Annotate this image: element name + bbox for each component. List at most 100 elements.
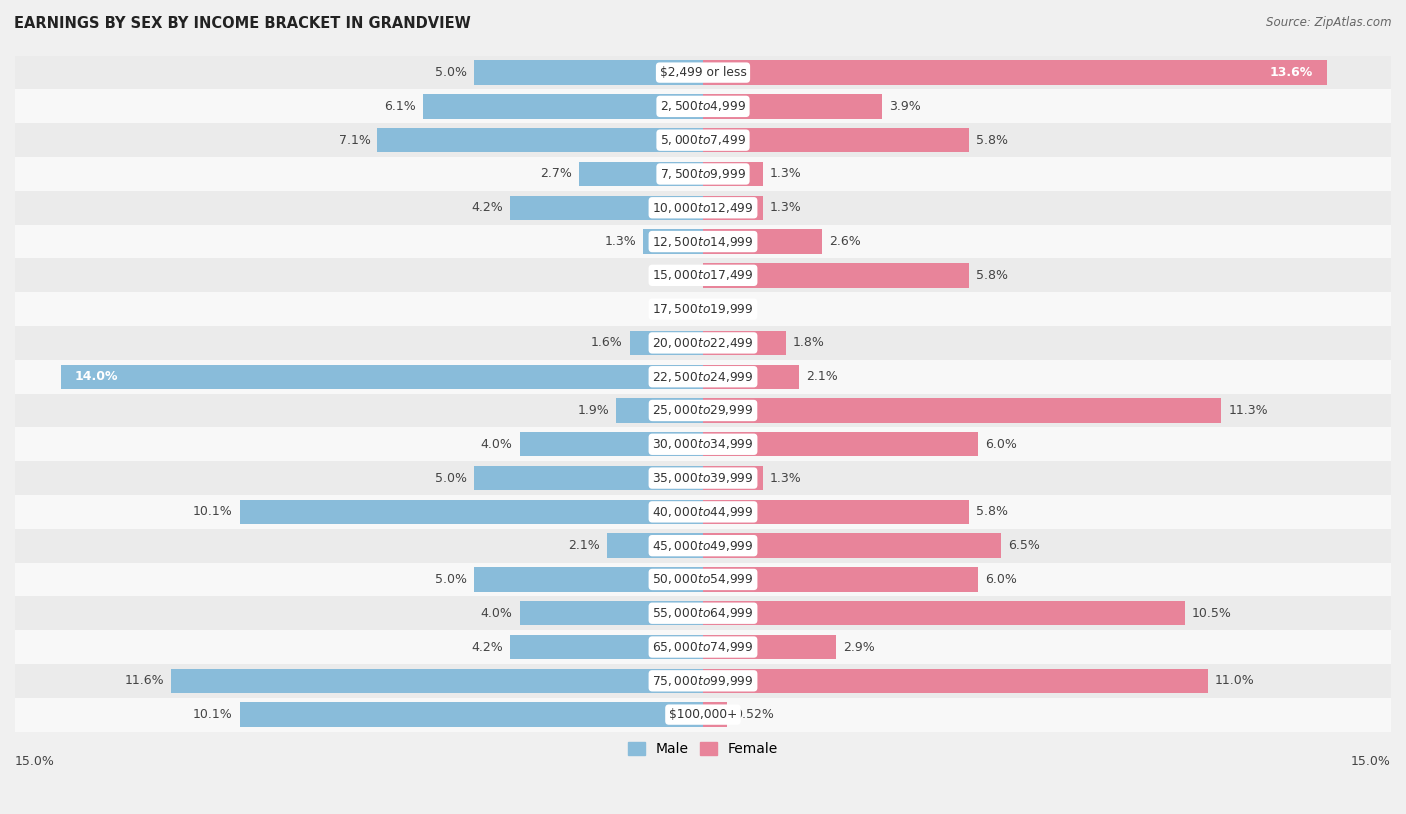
- Bar: [240, 500, 703, 524]
- Bar: [606, 533, 703, 558]
- Text: $65,000 to $74,999: $65,000 to $74,999: [652, 640, 754, 654]
- Text: $45,000 to $49,999: $45,000 to $49,999: [652, 539, 754, 553]
- Bar: [703, 702, 727, 727]
- Text: 6.1%: 6.1%: [385, 100, 416, 113]
- Text: $5,000 to $7,499: $5,000 to $7,499: [659, 133, 747, 147]
- Text: $15,000 to $17,499: $15,000 to $17,499: [652, 269, 754, 282]
- Text: 1.8%: 1.8%: [793, 336, 824, 349]
- Bar: [172, 668, 703, 693]
- Bar: [703, 60, 1327, 85]
- Text: 5.0%: 5.0%: [434, 471, 467, 484]
- Text: 4.2%: 4.2%: [472, 641, 503, 654]
- Bar: [703, 432, 979, 457]
- Bar: [474, 466, 703, 490]
- Text: 6.0%: 6.0%: [986, 573, 1017, 586]
- Text: 15.0%: 15.0%: [1351, 755, 1391, 768]
- Bar: [15, 258, 1391, 292]
- Text: 4.2%: 4.2%: [472, 201, 503, 214]
- Bar: [15, 562, 1391, 597]
- Bar: [703, 398, 1222, 422]
- Text: 4.0%: 4.0%: [481, 606, 513, 619]
- Text: $12,500 to $14,999: $12,500 to $14,999: [652, 234, 754, 248]
- Bar: [15, 292, 1391, 326]
- Text: 5.0%: 5.0%: [434, 66, 467, 79]
- Text: 6.5%: 6.5%: [1008, 539, 1040, 552]
- Text: $7,500 to $9,999: $7,500 to $9,999: [659, 167, 747, 181]
- Bar: [15, 123, 1391, 157]
- Text: 10.1%: 10.1%: [193, 505, 233, 519]
- Bar: [510, 635, 703, 659]
- Text: Source: ZipAtlas.com: Source: ZipAtlas.com: [1267, 16, 1392, 29]
- Text: EARNINGS BY SEX BY INCOME BRACKET IN GRANDVIEW: EARNINGS BY SEX BY INCOME BRACKET IN GRA…: [14, 16, 471, 31]
- Bar: [377, 128, 703, 152]
- Text: 13.6%: 13.6%: [1270, 66, 1313, 79]
- Text: $22,500 to $24,999: $22,500 to $24,999: [652, 370, 754, 383]
- Text: 5.8%: 5.8%: [976, 505, 1008, 519]
- Text: 2.1%: 2.1%: [806, 370, 838, 383]
- Bar: [15, 157, 1391, 190]
- Bar: [474, 60, 703, 85]
- Text: 1.3%: 1.3%: [769, 471, 801, 484]
- Text: 10.1%: 10.1%: [193, 708, 233, 721]
- Text: 2.9%: 2.9%: [842, 641, 875, 654]
- Bar: [703, 128, 969, 152]
- Text: 2.7%: 2.7%: [540, 168, 572, 181]
- Legend: Male, Female: Male, Female: [623, 737, 783, 762]
- Text: $20,000 to $22,499: $20,000 to $22,499: [652, 336, 754, 350]
- Bar: [15, 190, 1391, 225]
- Bar: [703, 533, 1001, 558]
- Bar: [520, 432, 703, 457]
- Bar: [15, 225, 1391, 258]
- Text: 0.0%: 0.0%: [664, 269, 696, 282]
- Bar: [15, 495, 1391, 529]
- Bar: [703, 162, 762, 186]
- Text: 0.0%: 0.0%: [664, 303, 696, 316]
- Text: 5.0%: 5.0%: [434, 573, 467, 586]
- Text: $10,000 to $12,499: $10,000 to $12,499: [652, 201, 754, 215]
- Bar: [15, 698, 1391, 732]
- Bar: [644, 230, 703, 254]
- Bar: [423, 94, 703, 119]
- Text: 15.0%: 15.0%: [15, 755, 55, 768]
- Bar: [510, 195, 703, 220]
- Bar: [15, 529, 1391, 562]
- Bar: [703, 263, 969, 287]
- Bar: [616, 398, 703, 422]
- Text: 3.9%: 3.9%: [889, 100, 921, 113]
- Bar: [15, 55, 1391, 90]
- Text: 1.9%: 1.9%: [578, 404, 609, 417]
- Bar: [703, 230, 823, 254]
- Text: 6.0%: 6.0%: [986, 438, 1017, 451]
- Text: 2.6%: 2.6%: [830, 235, 860, 248]
- Bar: [15, 462, 1391, 495]
- Bar: [15, 90, 1391, 123]
- Text: $30,000 to $34,999: $30,000 to $34,999: [652, 437, 754, 451]
- Bar: [15, 360, 1391, 394]
- Bar: [60, 365, 703, 389]
- Bar: [703, 365, 800, 389]
- Text: 5.8%: 5.8%: [976, 133, 1008, 147]
- Bar: [15, 326, 1391, 360]
- Text: 4.0%: 4.0%: [481, 438, 513, 451]
- Text: 1.3%: 1.3%: [769, 201, 801, 214]
- Text: 1.6%: 1.6%: [591, 336, 623, 349]
- Text: $25,000 to $29,999: $25,000 to $29,999: [652, 404, 754, 418]
- Bar: [474, 567, 703, 592]
- Text: $2,499 or less: $2,499 or less: [659, 66, 747, 79]
- Text: $35,000 to $39,999: $35,000 to $39,999: [652, 471, 754, 485]
- Text: $55,000 to $64,999: $55,000 to $64,999: [652, 606, 754, 620]
- Text: 14.0%: 14.0%: [75, 370, 118, 383]
- Bar: [703, 330, 786, 355]
- Text: 1.3%: 1.3%: [769, 168, 801, 181]
- Text: 11.3%: 11.3%: [1229, 404, 1268, 417]
- Bar: [703, 195, 762, 220]
- Bar: [703, 500, 969, 524]
- Bar: [520, 601, 703, 625]
- Bar: [703, 668, 1208, 693]
- Bar: [703, 567, 979, 592]
- Bar: [703, 94, 882, 119]
- Text: 2.1%: 2.1%: [568, 539, 600, 552]
- Bar: [703, 635, 837, 659]
- Text: $2,500 to $4,999: $2,500 to $4,999: [659, 99, 747, 113]
- Bar: [579, 162, 703, 186]
